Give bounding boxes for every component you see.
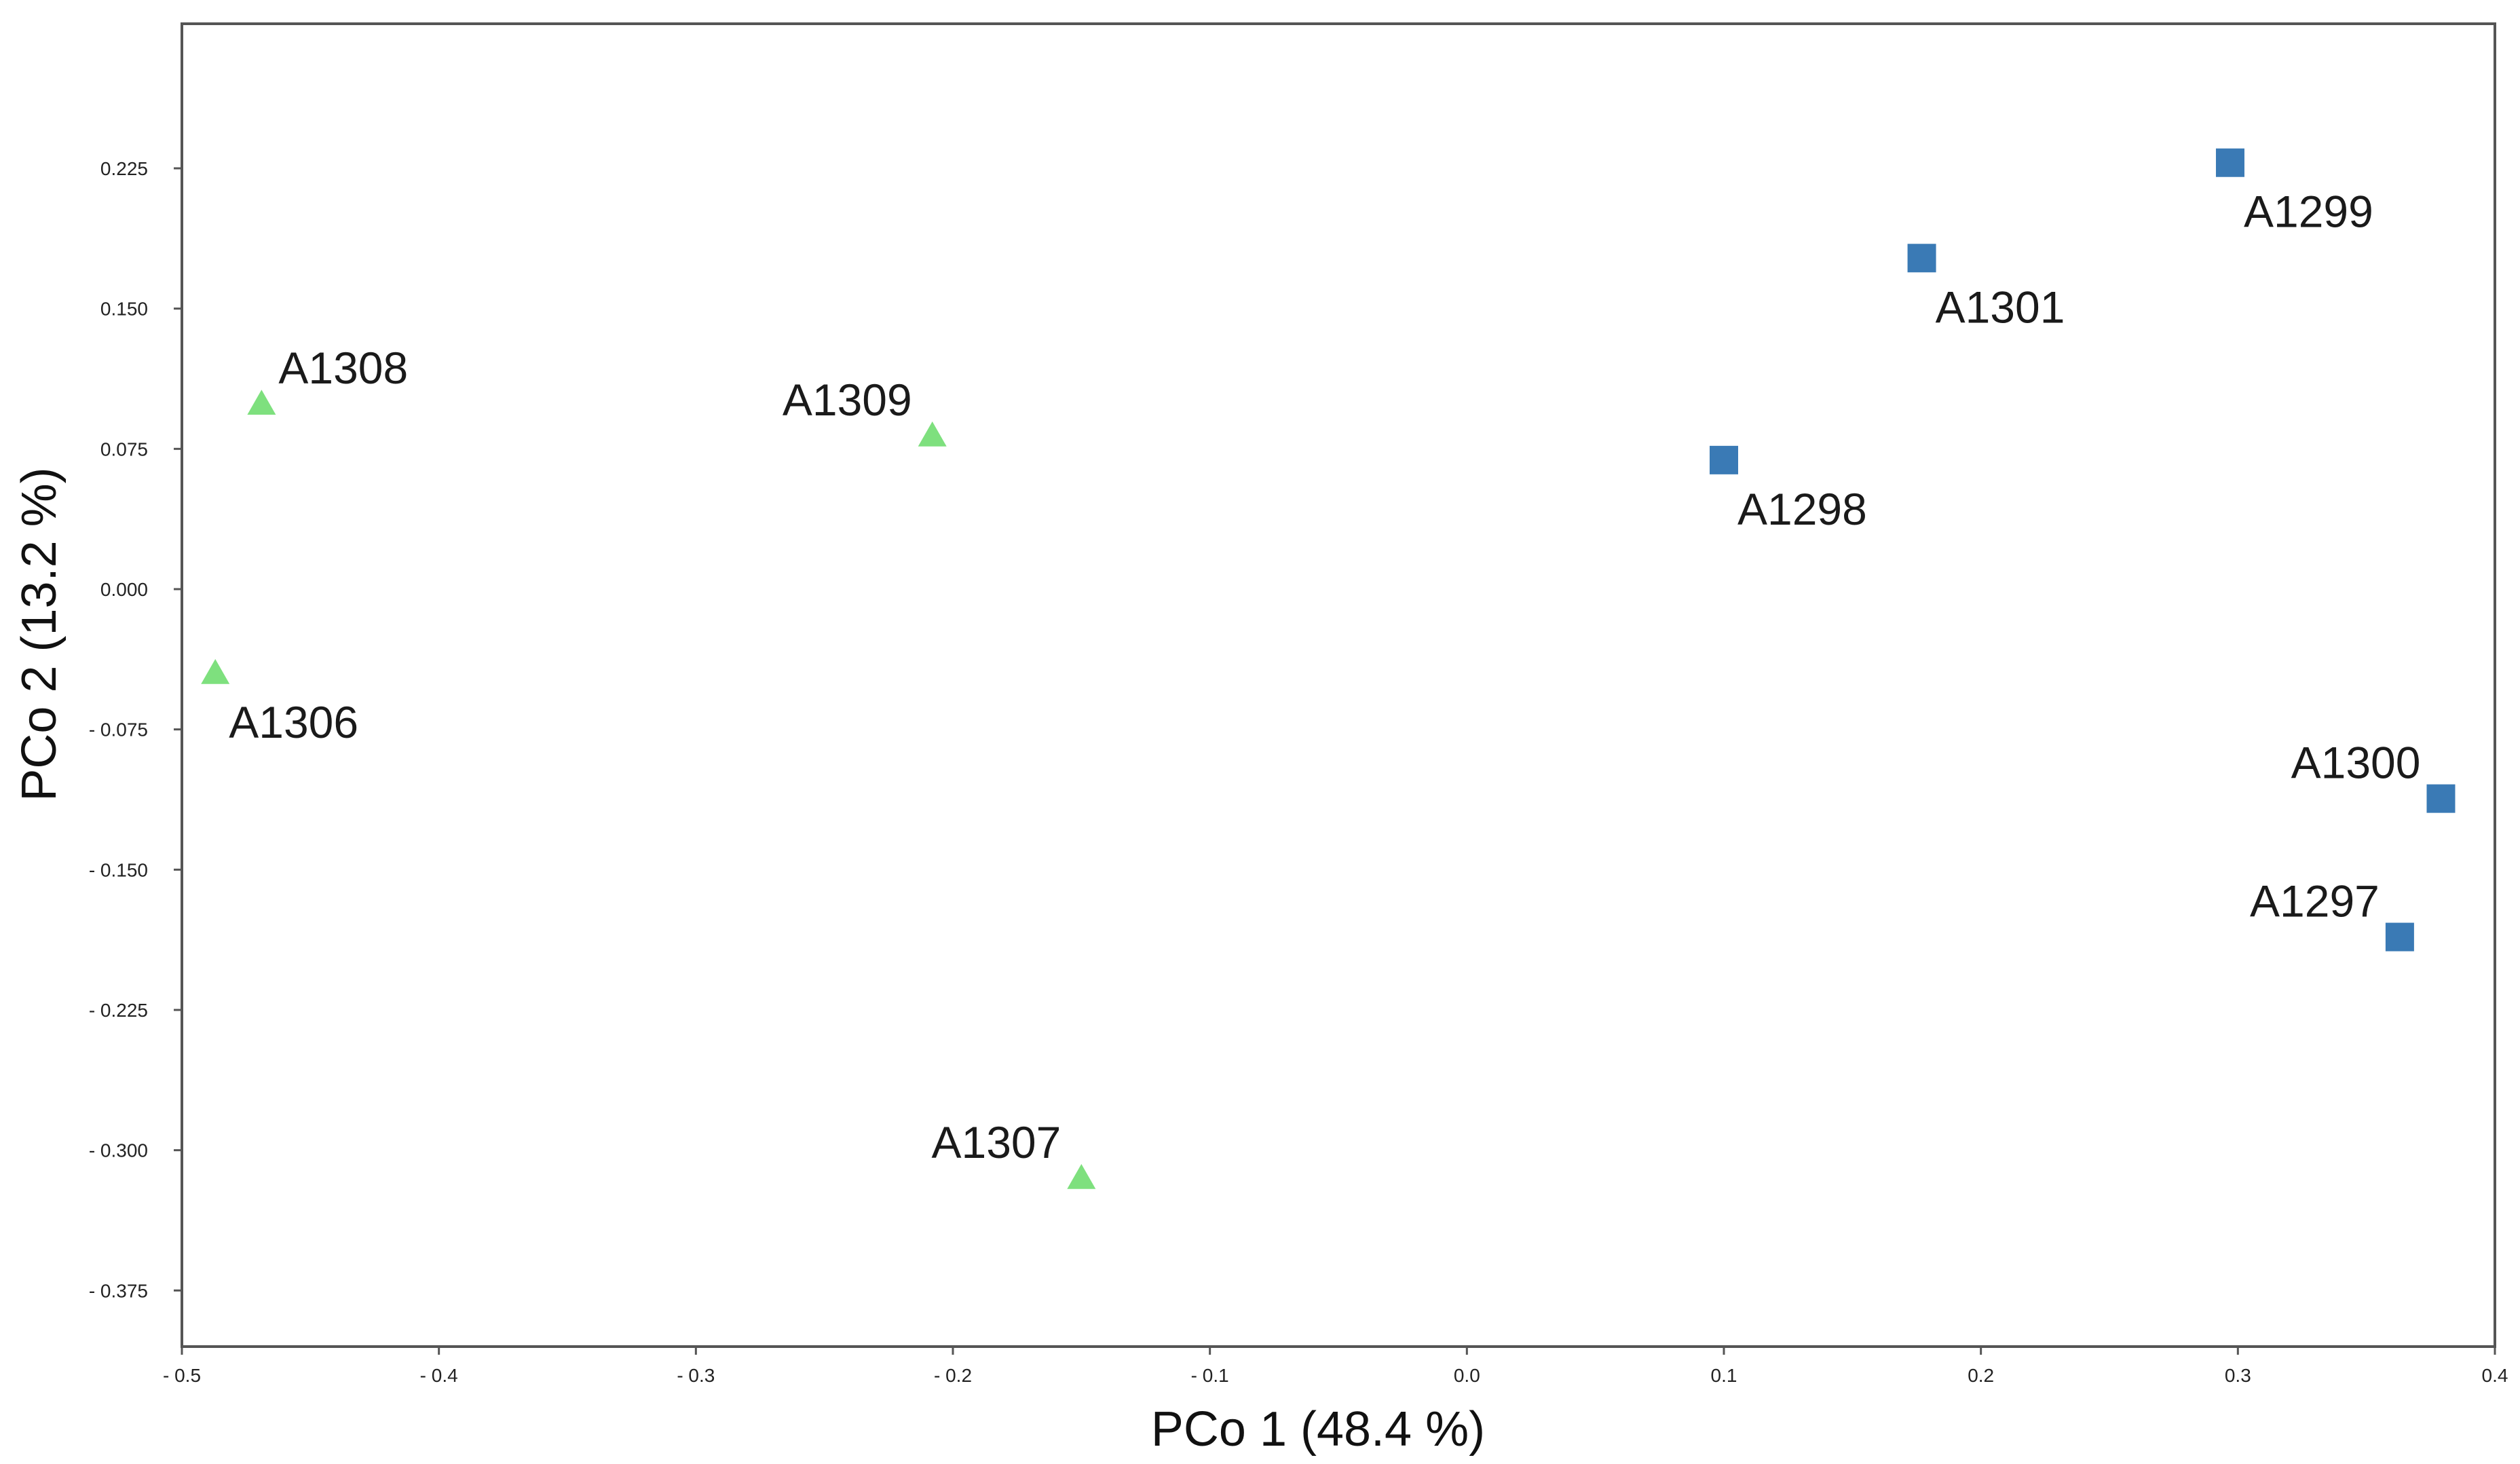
y-tick-label: 0.075 — [100, 438, 148, 459]
y-tick-label: 0.150 — [100, 299, 148, 320]
point-label: A1306 — [229, 697, 358, 747]
square-marker — [1710, 445, 1738, 474]
y-tick-label: 0.000 — [100, 579, 148, 600]
point-label: A1297 — [2250, 876, 2380, 926]
point-labels: A1299 A1301 A1298 A1300 A1297 A1308 A1309 A1306… — [229, 187, 2420, 1167]
triangle-marker — [201, 659, 230, 684]
x-axis-ticks: - 0.5 - 0.4 - 0.3 - 0.2 - 0.1 0.0 0.1 0.2 0.3 0.4 — [163, 1347, 2508, 1386]
point-label: A1300 — [2291, 738, 2421, 788]
square-marker — [2426, 784, 2456, 813]
x-tick-label: 0.3 — [2225, 1365, 2251, 1386]
y-tick-label: - 0.150 — [89, 859, 148, 880]
point-label: A1307 — [931, 1117, 1061, 1167]
x-axis-title: PCo 1 (48.4 %) — [1151, 1402, 1485, 1457]
x-tick-label: - 0.3 — [677, 1365, 715, 1386]
plot-area-frame — [181, 22, 2496, 1348]
y-axis-title: PCo 2 (13.2 %) — [12, 467, 67, 801]
x-tick-label: 0.1 — [1711, 1365, 1737, 1386]
triangle-marker — [1067, 1164, 1096, 1189]
x-tick-label: - 0.5 — [163, 1365, 201, 1386]
x-tick-label: 0.4 — [2482, 1365, 2508, 1386]
triangle-marker — [918, 421, 947, 447]
x-tick-label: 0.0 — [1454, 1365, 1480, 1386]
y-tick-label: - 0.225 — [89, 1000, 148, 1021]
x-tick-label: - 0.4 — [420, 1365, 458, 1386]
y-axis-ticks: 0.225 0.150 0.075 0.000 - 0.075 - 0.150 - 0.22… — [89, 158, 182, 1301]
point-label: A1308 — [278, 343, 408, 393]
y-tick-label: - 0.075 — [89, 719, 148, 740]
square-marker — [2215, 148, 2244, 177]
square-marker — [2385, 922, 2414, 952]
x-tick-label: - 0.1 — [1191, 1365, 1229, 1386]
point-label: A1299 — [2244, 187, 2373, 237]
y-tick-label: - 0.375 — [89, 1280, 148, 1301]
triangle-marker — [247, 390, 276, 415]
y-tick-label: 0.225 — [100, 158, 148, 179]
x-tick-label: - 0.2 — [934, 1365, 972, 1386]
y-tick-label: - 0.300 — [89, 1140, 148, 1161]
point-label: A1301 — [1936, 282, 2065, 332]
point-label: A1309 — [783, 375, 912, 425]
x-tick-label: 0.2 — [1968, 1365, 1994, 1386]
square-marker — [1907, 244, 1936, 273]
point-label: A1298 — [1737, 484, 1867, 534]
data-points — [201, 148, 2456, 1189]
